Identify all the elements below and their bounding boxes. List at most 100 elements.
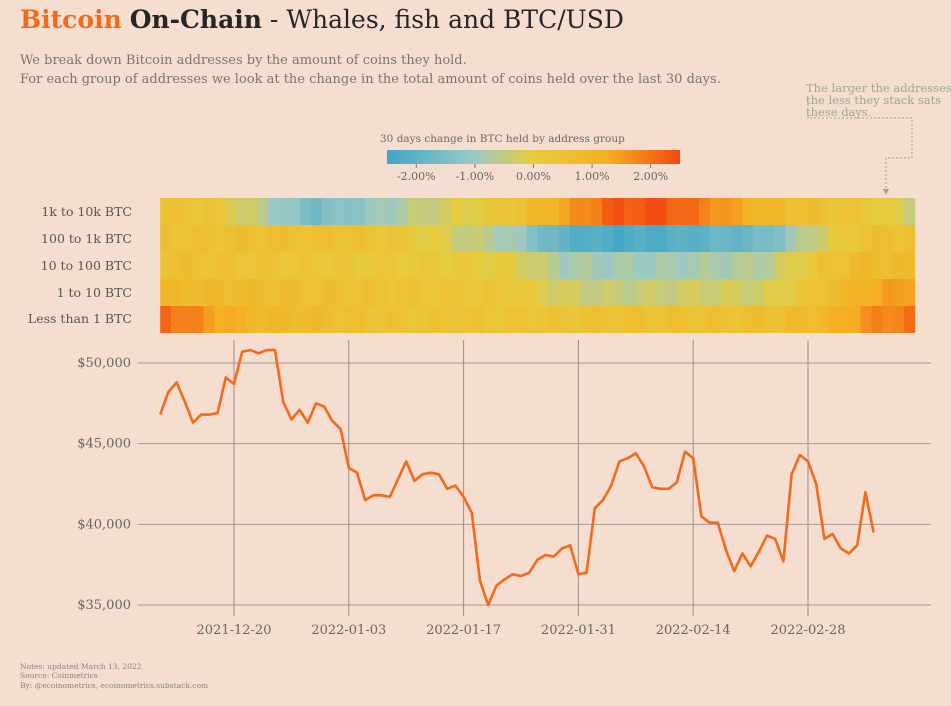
heatmap-cell — [860, 252, 873, 279]
heatmap-cell — [752, 306, 765, 333]
heatmap-cell — [397, 252, 409, 279]
heatmap-cell — [828, 306, 840, 333]
heatmap-cell — [720, 225, 732, 252]
heatmap-cell — [300, 198, 312, 225]
heatmap-cell — [343, 252, 355, 279]
heatmap-cell — [742, 225, 754, 252]
heatmap-cell — [602, 279, 614, 306]
heatmap-cell — [408, 306, 420, 333]
heatmap-cell — [742, 279, 754, 306]
heatmap-cell — [860, 306, 873, 333]
heatmap-cell — [311, 225, 323, 252]
heatmap-cell — [763, 279, 776, 306]
heatmap-cell — [160, 198, 172, 225]
heatmap-cell — [160, 225, 172, 252]
heatmap-cell — [806, 306, 819, 333]
heatmap-row-label: 10 to 100 BTC — [40, 258, 132, 273]
heatmap-cell — [893, 225, 905, 252]
heatmap-cell — [418, 279, 431, 306]
heatmap-cell — [893, 252, 905, 279]
heatmap-cell — [321, 252, 334, 279]
heatmap-cell — [655, 306, 668, 333]
heatmap-cell — [526, 252, 538, 279]
heatmap-cell — [515, 225, 528, 252]
heatmap-cell — [817, 198, 829, 225]
heatmap-cell — [300, 252, 312, 279]
heatmap-cell — [882, 279, 894, 306]
heatmap-cell — [580, 306, 592, 333]
heatmap-cell — [796, 198, 808, 225]
heatmap-cell — [203, 279, 215, 306]
heatmap-cell — [709, 252, 722, 279]
heatmap-cell — [472, 306, 485, 333]
heatmap-cell — [494, 198, 506, 225]
heatmap-cell — [300, 225, 312, 252]
heatmap-row-label: Less than 1 BTC — [27, 311, 132, 326]
colorbar-tick-label: -2.00% — [397, 170, 436, 183]
heatmap-cell — [785, 279, 797, 306]
heatmap-cell — [580, 225, 592, 252]
heatmap-cell — [440, 198, 452, 225]
heatmap-cell — [860, 225, 873, 252]
heatmap-cell — [558, 306, 571, 333]
heatmap-cell — [699, 279, 711, 306]
heatmap-cell — [752, 198, 765, 225]
heatmap-cell — [429, 306, 442, 333]
heatmap-cell — [903, 225, 916, 252]
heatmap-cell — [558, 198, 571, 225]
heatmap-cell — [235, 306, 248, 333]
heatmap-cell — [817, 279, 829, 306]
subtitle-line-1: We break down Bitcoin addresses by the a… — [20, 53, 467, 68]
y-tick-label: $40,000 — [77, 517, 131, 532]
heatmap-cell — [354, 252, 366, 279]
heatmap-cell — [364, 198, 377, 225]
heatmap-cell — [364, 252, 377, 279]
heatmap-cell — [666, 306, 679, 333]
heatmap-cell — [720, 279, 732, 306]
heatmap-cell — [235, 198, 248, 225]
heatmap-cell — [548, 306, 560, 333]
heatmap-cell — [839, 252, 851, 279]
heatmap-cell — [742, 306, 754, 333]
heatmap-cell — [224, 252, 237, 279]
heatmap-cell — [311, 198, 323, 225]
heatmap-cell — [170, 225, 183, 252]
colorbar-tick-label: 2.00% — [633, 170, 668, 183]
heatmap-cell — [817, 306, 829, 333]
heatmap-cell — [828, 279, 840, 306]
heatmap-cell — [203, 225, 215, 252]
heatmap-cell — [612, 252, 625, 279]
heatmap-cell — [246, 225, 258, 252]
heatmap-cell — [537, 306, 549, 333]
heatmap-cell — [742, 252, 754, 279]
heatmap-cell — [548, 252, 560, 279]
heatmap-cell — [839, 306, 851, 333]
heatmap-cell — [849, 252, 862, 279]
heatmap-cell — [343, 306, 355, 333]
heatmap-cell — [246, 198, 258, 225]
heatmap-row-label: 1k to 10k BTC — [41, 204, 132, 219]
heatmap-cell — [882, 198, 894, 225]
heatmap-cell — [472, 279, 485, 306]
heatmap-cell — [461, 198, 474, 225]
heatmap-cell — [418, 225, 431, 252]
heatmap-cell — [440, 279, 452, 306]
heatmap-cell — [364, 306, 377, 333]
heatmap-cell — [483, 225, 495, 252]
heatmap-cell — [655, 279, 668, 306]
heatmap-cell — [602, 225, 614, 252]
heatmap-cell — [332, 198, 345, 225]
heatmap-cell — [774, 306, 786, 333]
heatmap-cell — [289, 306, 301, 333]
heatmap-cell — [267, 306, 280, 333]
heatmap-cell — [699, 306, 711, 333]
colorbar-tick-label: 1.00% — [575, 170, 610, 183]
heatmap-cell — [828, 225, 840, 252]
heatmap-cell — [709, 279, 722, 306]
heatmap-cell — [397, 279, 409, 306]
heatmap-cell — [451, 252, 463, 279]
heatmap-cell — [839, 279, 851, 306]
heatmap-cell — [257, 306, 269, 333]
heatmap-cell — [192, 306, 204, 333]
